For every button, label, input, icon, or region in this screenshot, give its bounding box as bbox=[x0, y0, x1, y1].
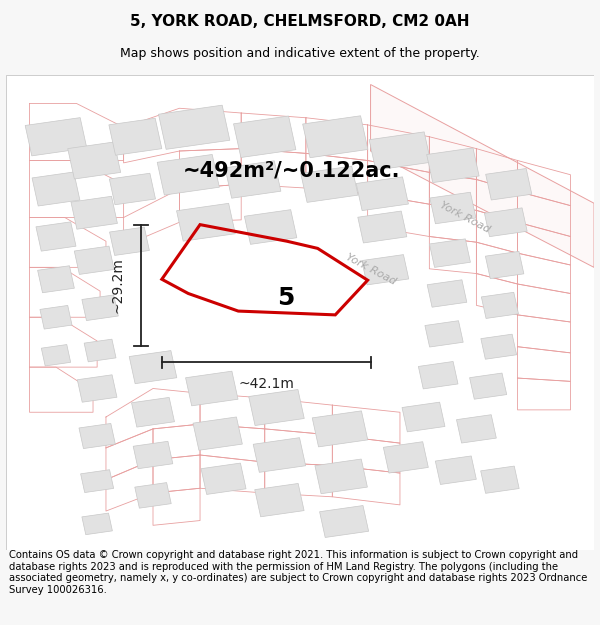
Polygon shape bbox=[481, 292, 518, 319]
Polygon shape bbox=[40, 306, 72, 329]
Polygon shape bbox=[129, 351, 177, 384]
Polygon shape bbox=[315, 459, 367, 494]
Text: York Road: York Road bbox=[438, 200, 491, 235]
Polygon shape bbox=[383, 442, 428, 473]
Polygon shape bbox=[430, 192, 476, 224]
Polygon shape bbox=[185, 371, 238, 406]
Polygon shape bbox=[71, 196, 118, 229]
Polygon shape bbox=[110, 227, 149, 256]
Polygon shape bbox=[301, 166, 358, 202]
Polygon shape bbox=[77, 375, 117, 402]
Polygon shape bbox=[418, 361, 458, 389]
Text: 5, YORK ROAD, CHELMSFORD, CM2 0AH: 5, YORK ROAD, CHELMSFORD, CM2 0AH bbox=[130, 14, 470, 29]
Polygon shape bbox=[193, 417, 242, 450]
Polygon shape bbox=[68, 142, 121, 179]
Polygon shape bbox=[158, 105, 230, 149]
Polygon shape bbox=[371, 84, 594, 268]
Polygon shape bbox=[312, 411, 368, 447]
Polygon shape bbox=[201, 463, 246, 494]
Polygon shape bbox=[109, 118, 162, 155]
Polygon shape bbox=[176, 203, 235, 241]
Polygon shape bbox=[457, 415, 496, 443]
Polygon shape bbox=[244, 209, 297, 244]
Polygon shape bbox=[38, 266, 74, 292]
Polygon shape bbox=[133, 441, 173, 469]
Polygon shape bbox=[362, 254, 409, 285]
Polygon shape bbox=[302, 116, 368, 158]
Polygon shape bbox=[255, 484, 304, 517]
Polygon shape bbox=[485, 251, 524, 279]
Polygon shape bbox=[320, 506, 368, 538]
Polygon shape bbox=[25, 118, 87, 156]
Polygon shape bbox=[32, 172, 80, 206]
Text: Map shows position and indicative extent of the property.: Map shows position and indicative extent… bbox=[120, 48, 480, 61]
Polygon shape bbox=[369, 132, 431, 170]
Polygon shape bbox=[481, 466, 519, 493]
Polygon shape bbox=[481, 334, 517, 359]
Polygon shape bbox=[82, 295, 118, 321]
Polygon shape bbox=[402, 402, 445, 432]
Polygon shape bbox=[484, 208, 527, 237]
Polygon shape bbox=[253, 438, 305, 472]
Polygon shape bbox=[233, 116, 296, 158]
Polygon shape bbox=[485, 169, 532, 200]
Polygon shape bbox=[36, 222, 76, 251]
Polygon shape bbox=[74, 246, 114, 274]
Polygon shape bbox=[358, 211, 407, 243]
Polygon shape bbox=[109, 173, 155, 205]
Text: York Road: York Road bbox=[344, 253, 397, 287]
Polygon shape bbox=[131, 398, 175, 427]
Polygon shape bbox=[84, 339, 116, 362]
Polygon shape bbox=[427, 280, 467, 308]
Polygon shape bbox=[249, 389, 304, 426]
Polygon shape bbox=[82, 513, 112, 534]
Text: ~42.1m: ~42.1m bbox=[238, 377, 294, 391]
Polygon shape bbox=[356, 177, 409, 211]
Text: ~492m²/~0.122ac.: ~492m²/~0.122ac. bbox=[182, 160, 400, 180]
Polygon shape bbox=[430, 239, 470, 268]
Polygon shape bbox=[41, 344, 71, 366]
Polygon shape bbox=[80, 470, 113, 492]
Polygon shape bbox=[135, 482, 171, 508]
Polygon shape bbox=[470, 373, 507, 399]
Polygon shape bbox=[157, 154, 220, 195]
Polygon shape bbox=[425, 321, 463, 347]
Text: ~29.2m: ~29.2m bbox=[111, 258, 125, 313]
Polygon shape bbox=[79, 424, 115, 449]
Polygon shape bbox=[436, 456, 476, 484]
Polygon shape bbox=[427, 148, 479, 182]
Text: Contains OS data © Crown copyright and database right 2021. This information is : Contains OS data © Crown copyright and d… bbox=[9, 550, 587, 595]
Polygon shape bbox=[225, 161, 281, 198]
Text: 5: 5 bbox=[277, 286, 294, 310]
